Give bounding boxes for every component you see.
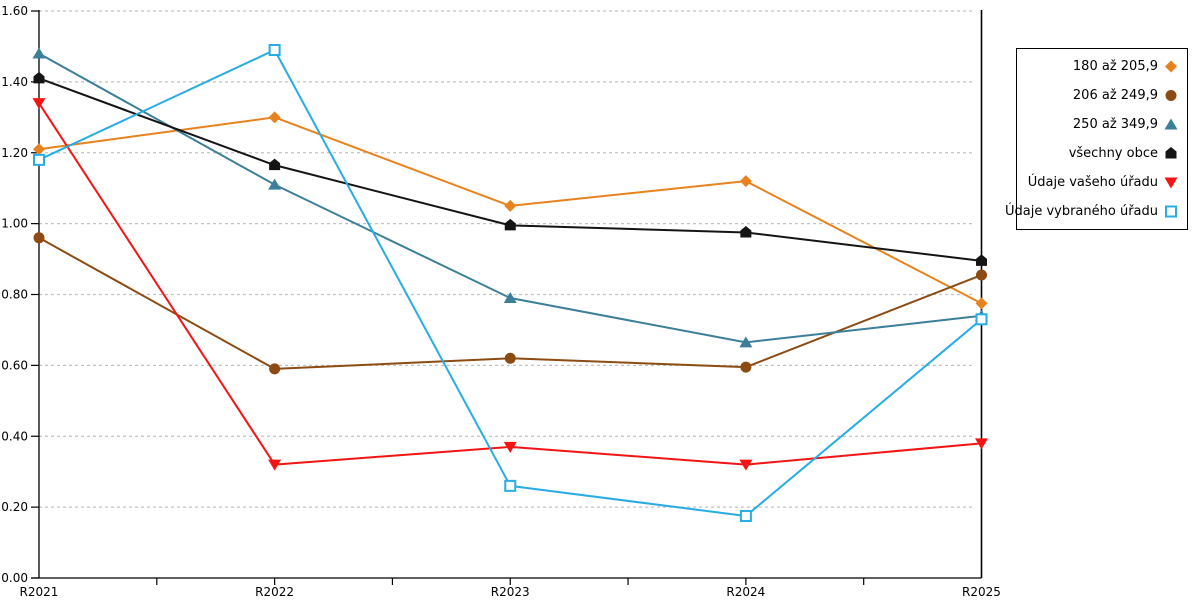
- legend-label: 180 až 205,9: [1072, 59, 1158, 74]
- legend-label: 206 až 249,9: [1072, 88, 1158, 103]
- x-tick-label: R2024: [726, 585, 765, 599]
- data-point-pentagon-icon: [976, 254, 987, 266]
- y-tick-label: 0.20: [1, 500, 28, 514]
- data-point-pentagon-icon: [33, 71, 45, 84]
- data-point-diamond-icon: [268, 111, 281, 124]
- data-point-diamond-icon: [504, 199, 517, 212]
- data-point-square-open-icon: [33, 153, 45, 166]
- data-point-circle-icon: [33, 232, 45, 244]
- data-point-circle-icon: [269, 363, 281, 375]
- legend-label: 250 až 349,9: [1072, 117, 1158, 132]
- data-point-diamond-icon: [33, 143, 45, 156]
- legend-item: Údaje vašeho úřadu: [1021, 169, 1179, 197]
- square-open-marker-icon: [1165, 205, 1177, 218]
- data-point-square-open-icon: [975, 313, 988, 326]
- y-tick-label: 1.40: [1, 75, 28, 89]
- legend-item: 206 až 249,9: [1021, 82, 1179, 110]
- data-point-circle-icon: [504, 352, 516, 364]
- y-tick-label: 1.20: [1, 146, 28, 160]
- data-point-triangle-down-icon: [268, 459, 282, 471]
- y-tick-label: 0.00: [1, 571, 28, 585]
- circle-marker-icon: [1165, 90, 1177, 101]
- data-point-triangle-up-icon: [32, 47, 46, 59]
- data-point-triangle-down-icon: [503, 441, 517, 453]
- legend-item: 180 až 205,9: [1021, 53, 1179, 81]
- legend-item: všechny obce: [1021, 140, 1179, 168]
- pentagon-marker-icon: [1165, 147, 1177, 159]
- data-point-circle-icon: [976, 269, 987, 281]
- x-tick-label: R2021: [20, 585, 59, 599]
- square-open-marker-icon: [1165, 205, 1177, 218]
- data-point-square-open-icon: [504, 479, 517, 492]
- data-point-diamond-icon: [975, 297, 988, 310]
- legend-label: Údaje vybraného úřadu: [1004, 204, 1158, 219]
- x-tick-label: R2022: [255, 585, 294, 599]
- triangle-up-marker-icon: [1164, 118, 1178, 130]
- legend-item: Údaje vybraného úřadu: [1005, 198, 1179, 226]
- data-point-diamond-icon: [739, 175, 752, 188]
- data-point-square-open-icon: [268, 43, 281, 56]
- data-point-pentagon-icon: [740, 225, 752, 238]
- legend-label: Údaje vašeho úřadu: [1027, 175, 1158, 190]
- data-point-circle-icon: [740, 361, 752, 373]
- data-point-triangle-up-icon: [739, 336, 753, 348]
- data-point-triangle-down-icon: [739, 459, 753, 471]
- y-tick-label: 0.80: [1, 288, 28, 302]
- triangle-down-marker-icon: [1164, 177, 1178, 189]
- series-line-4: [38, 102, 982, 466]
- data-point-pentagon-icon: [504, 218, 516, 231]
- x-tick-label: R2025: [962, 585, 1001, 599]
- legend-item: 250 až 349,9: [1021, 111, 1179, 139]
- data-point-triangle-down-icon: [975, 438, 988, 450]
- y-tick-label: 1.60: [1, 4, 28, 18]
- y-tick-label: 0.60: [1, 358, 28, 372]
- x-tick-label: R2023: [491, 585, 530, 599]
- triangle-down-marker-icon: [1164, 177, 1178, 189]
- legend-label: všechny obce: [1068, 146, 1158, 161]
- series-line-3: [38, 77, 982, 262]
- data-point-triangle-up-icon: [503, 292, 517, 304]
- circle-marker-icon: [1165, 90, 1177, 101]
- y-tick-label: 0.40: [1, 429, 28, 443]
- legend: 180 až 205,9 206 až 249,9 250 až 349,9 v…: [1005, 48, 1188, 230]
- pentagon-marker-icon: [1165, 147, 1177, 159]
- diamond-marker-icon: [1165, 60, 1177, 73]
- data-point-triangle-up-icon: [268, 178, 282, 190]
- triangle-up-marker-icon: [1164, 118, 1178, 130]
- series-line-1: [38, 236, 982, 370]
- data-point-square-open-icon: [739, 509, 752, 522]
- y-tick-label: 1.00: [1, 217, 28, 231]
- data-point-triangle-down-icon: [32, 98, 46, 110]
- diamond-marker-icon: [1165, 60, 1177, 73]
- data-point-pentagon-icon: [269, 158, 281, 171]
